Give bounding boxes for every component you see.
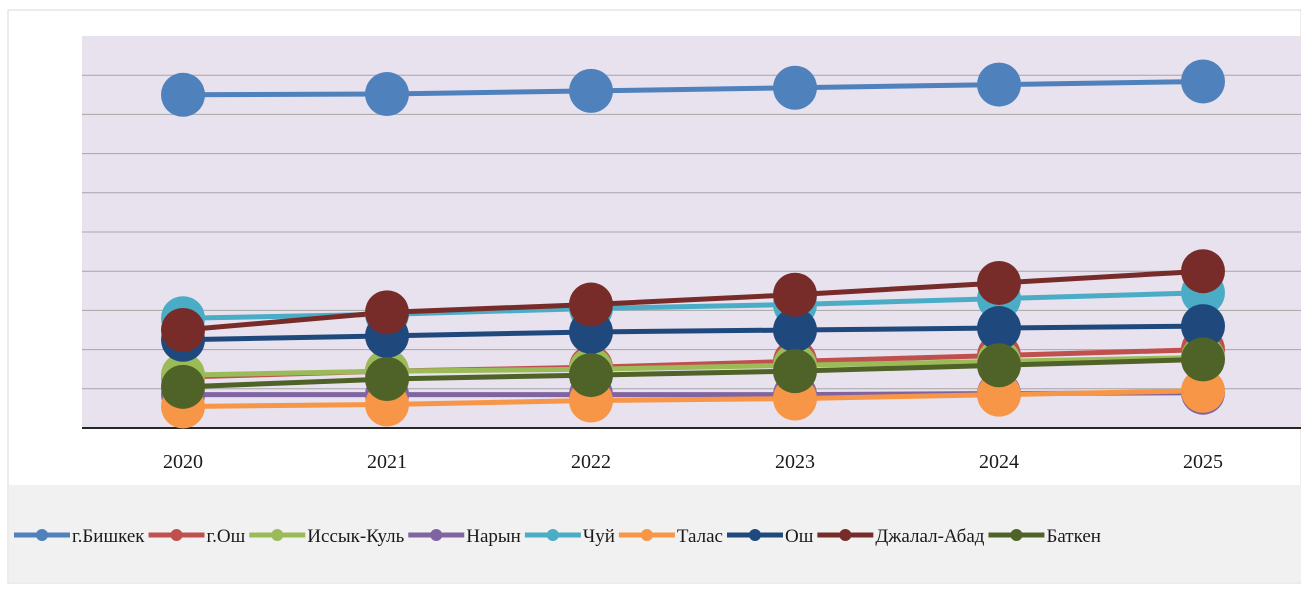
series-line xyxy=(182,78,1204,98)
legend-swatch-marker xyxy=(839,529,852,541)
x-tick-label: 2023 xyxy=(775,451,815,473)
series-layer xyxy=(161,59,1225,429)
data-point xyxy=(1181,368,1225,413)
data-point xyxy=(161,364,205,409)
legend-swatch-marker xyxy=(1010,529,1023,541)
data-point xyxy=(569,68,613,113)
data-point xyxy=(365,72,409,117)
series-line xyxy=(182,356,1204,390)
data-point xyxy=(1181,59,1225,104)
series-line xyxy=(182,354,1204,378)
data-point xyxy=(1181,249,1225,294)
gridlines xyxy=(82,74,1301,390)
x-tick-label: 2021 xyxy=(367,451,407,473)
x-tick-label: 2022 xyxy=(571,451,611,473)
series-line xyxy=(182,323,1204,343)
legend-label: Баткен xyxy=(1046,526,1101,547)
data-point xyxy=(773,308,817,352)
data-point xyxy=(773,272,817,317)
legend: г.Бишкек г.Ош Иссык-Куль Нарын Чуй Талас Ош Джа… xyxy=(14,526,1101,547)
data-point xyxy=(1181,337,1225,382)
data-point xyxy=(773,65,817,110)
data-point xyxy=(365,290,409,335)
data-point xyxy=(569,282,613,327)
legend-label: Иссык-Куль xyxy=(307,526,404,547)
legend-swatch-marker xyxy=(546,529,559,541)
legend-label: Ош xyxy=(785,526,814,547)
legend-label: Нарын xyxy=(466,526,521,547)
series-line xyxy=(182,388,1204,409)
data-point xyxy=(977,260,1021,305)
series-line xyxy=(182,268,1204,333)
legend-label: Талас xyxy=(677,526,723,547)
legend-swatch-marker xyxy=(170,529,183,541)
x-tick-label: 2025 xyxy=(1183,451,1223,473)
data-point xyxy=(977,343,1021,388)
data-point xyxy=(161,308,205,352)
legend-label: Чуй xyxy=(583,526,615,547)
legend-swatch-marker xyxy=(271,529,284,541)
legend-swatch-marker xyxy=(36,529,48,541)
legend-swatch-marker xyxy=(640,529,653,541)
data-point xyxy=(569,353,613,398)
x-axis-ticks: 2020 2021 2022 2023 2024 2025 xyxy=(163,451,1223,473)
data-point xyxy=(1181,304,1225,349)
data-point xyxy=(977,62,1021,107)
legend-label: Джалал-Абад xyxy=(875,526,984,547)
x-tick-label: 2024 xyxy=(979,451,1019,473)
legend-swatch-marker xyxy=(430,529,443,541)
data-point xyxy=(773,349,817,394)
legend-label: г.Ош xyxy=(207,526,246,547)
data-point xyxy=(365,357,409,401)
legend-label: г.Бишкек xyxy=(72,526,145,547)
data-point xyxy=(977,306,1021,351)
legend-swatch-marker xyxy=(748,529,761,541)
data-point xyxy=(161,72,205,117)
x-tick-label: 2020 xyxy=(163,451,203,473)
